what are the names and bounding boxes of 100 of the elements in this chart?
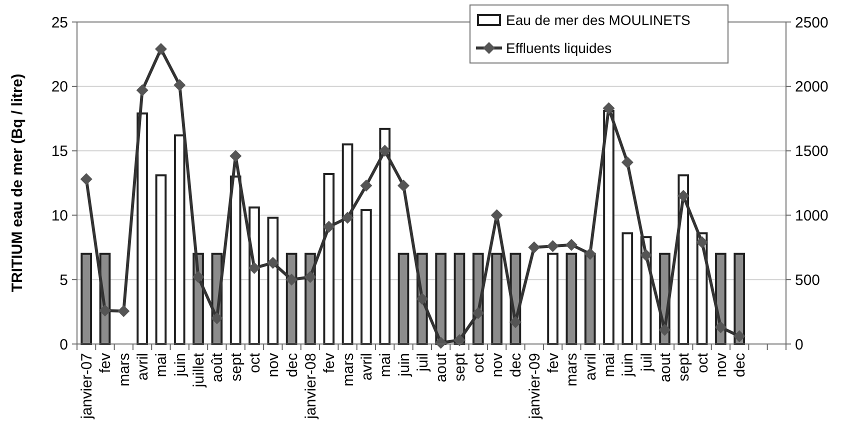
x-tick-label: juin xyxy=(172,353,189,378)
point xyxy=(118,305,130,318)
x-tick-label: oct xyxy=(694,352,712,374)
legend-label: Eau de mer des MOULINETS xyxy=(506,12,690,28)
x-tick-label: juin xyxy=(396,353,413,378)
x-tick-label: mai xyxy=(601,353,618,378)
point xyxy=(136,84,148,96)
point xyxy=(490,209,503,222)
point xyxy=(621,156,634,168)
x-tick-label: août xyxy=(209,352,226,382)
x-tick-label: mai xyxy=(153,353,170,378)
point xyxy=(453,334,466,346)
legend-label: Effluents liquides xyxy=(506,40,612,56)
point xyxy=(154,43,167,56)
bar xyxy=(547,252,558,345)
point xyxy=(98,304,111,317)
y2-tick-label: 1500 xyxy=(795,143,828,160)
x-tick-label: juil xyxy=(638,353,656,372)
x-tick-label: avril xyxy=(134,353,152,381)
x-tick-label: mars xyxy=(340,353,357,386)
point xyxy=(677,190,690,202)
bar xyxy=(435,252,446,345)
bar xyxy=(603,110,614,345)
point xyxy=(360,180,372,192)
bar xyxy=(155,174,167,345)
y2-tick-label: 0 xyxy=(795,336,804,354)
point xyxy=(342,212,354,224)
y-tick-label: 25 xyxy=(51,14,68,32)
x-tick-label: sept xyxy=(452,352,469,382)
point xyxy=(322,220,335,233)
x-tick-label: mars xyxy=(116,353,133,386)
x-tick-label: oct xyxy=(470,352,488,374)
point xyxy=(192,271,204,284)
point xyxy=(658,324,671,336)
bar xyxy=(174,134,186,345)
point xyxy=(584,248,596,260)
point xyxy=(416,292,428,305)
point xyxy=(230,150,242,162)
point xyxy=(546,240,559,252)
x-tick-label: avril xyxy=(358,353,376,381)
bar xyxy=(566,252,578,345)
y2-tick-label: 500 xyxy=(795,272,820,289)
x-tick-label: nov xyxy=(712,352,730,378)
x-tick-label: sept xyxy=(228,352,245,382)
x-tick-label: dec xyxy=(508,352,525,378)
x-tick-label: janvier-07 xyxy=(78,353,96,420)
x-tick-label: janvier-09 xyxy=(526,353,544,420)
bar xyxy=(267,216,279,345)
x-tick-label: juin xyxy=(620,353,637,378)
point xyxy=(80,173,92,186)
point xyxy=(509,316,522,328)
point xyxy=(565,238,578,251)
x-tick-label: dec xyxy=(732,352,749,378)
point xyxy=(378,144,391,157)
bar xyxy=(360,209,372,345)
x-tick-label: nov xyxy=(265,352,282,378)
y2-tick-label: 2500 xyxy=(795,14,828,32)
y-tick-label: 0 xyxy=(60,336,68,354)
x-tick-label: aout xyxy=(433,352,450,382)
point xyxy=(714,321,727,334)
point xyxy=(602,102,615,114)
x-tick-label: oct xyxy=(246,352,264,374)
point xyxy=(286,274,298,286)
x-tick-label: mai xyxy=(377,353,394,378)
bar xyxy=(491,252,502,345)
x-tick-label: fev xyxy=(545,352,562,374)
point xyxy=(174,79,186,92)
x-tick-label: mars xyxy=(564,353,581,386)
x-tick-label: avril xyxy=(582,353,600,381)
x-tick-label: sept xyxy=(676,352,693,382)
x-tick-label: juil xyxy=(414,353,432,372)
x-tick-label: aout xyxy=(656,352,674,382)
bar xyxy=(398,252,410,345)
x-tick-label: janvier-08 xyxy=(302,353,320,420)
x-tick-label: nov xyxy=(489,352,506,378)
y-tick-label: 15 xyxy=(51,143,68,160)
y2-tick-label: 2000 xyxy=(795,78,828,96)
bar xyxy=(80,252,92,345)
point xyxy=(248,262,260,274)
point xyxy=(472,307,484,320)
point xyxy=(398,180,410,192)
bar xyxy=(342,143,354,345)
bar xyxy=(584,252,596,345)
x-tick-label: fev xyxy=(97,352,114,374)
y2-tick-label: 1000 xyxy=(795,207,828,224)
x-tick-label: dec xyxy=(284,352,301,378)
x-tick-label: fev xyxy=(321,352,338,374)
y-tick-label: 20 xyxy=(51,78,68,96)
bar xyxy=(379,128,391,345)
point xyxy=(733,330,746,342)
bar xyxy=(734,252,746,345)
bar xyxy=(136,112,148,345)
point xyxy=(266,256,279,269)
y-tick-label: 10 xyxy=(51,207,68,224)
y-tick-label: 5 xyxy=(60,272,68,289)
x-tick-label: juillet xyxy=(190,352,208,388)
bar xyxy=(230,176,242,345)
bar xyxy=(622,232,634,345)
bar xyxy=(323,172,335,345)
point xyxy=(304,271,316,284)
